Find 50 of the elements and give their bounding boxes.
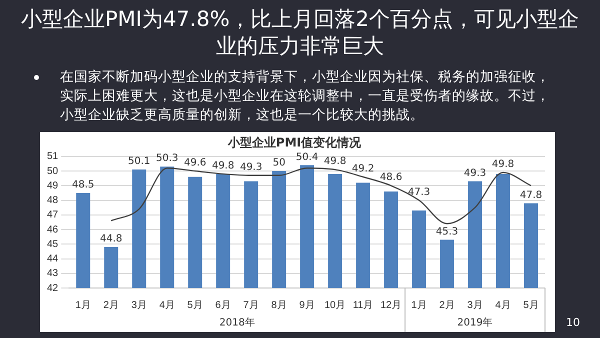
y-tick-label: 43 — [47, 268, 59, 280]
y-tick-label: 48 — [47, 195, 59, 206]
data-label: 50.1 — [128, 156, 150, 168]
x-tick-label: 9月 — [299, 300, 315, 311]
x-tick-label: 5月 — [187, 300, 203, 311]
data-label: 48.6 — [380, 172, 402, 184]
text: 2019年 — [457, 316, 493, 329]
x-tick-label: 6月 — [215, 300, 231, 311]
x-tick-label: 12月 — [380, 300, 402, 311]
data-label: 49.3 — [464, 168, 486, 179]
x-tick-label: 2月 — [439, 300, 455, 311]
x-tick-label: 3月 — [131, 300, 147, 311]
data-label: 49.2 — [352, 163, 374, 174]
x-tick-label: 10月 — [324, 300, 346, 311]
text: 2018年 — [219, 316, 255, 329]
x-tick-label: 11月 — [352, 300, 374, 311]
y-tick-label: 47 — [47, 210, 59, 221]
y-tick-label: 49 — [47, 180, 59, 192]
y-tick-label: 45 — [47, 238, 59, 250]
data-label: 49.3 — [240, 162, 262, 174]
x-tick-label: 8月 — [271, 300, 287, 311]
x-tick-label: 5月 — [523, 300, 539, 311]
data-label: 50 — [272, 158, 286, 169]
data-label: 48.5 — [72, 180, 94, 191]
x-tick-label: 4月 — [495, 300, 511, 311]
y-tick-label: 46 — [47, 224, 59, 236]
x-tick-label: 1月 — [75, 300, 91, 311]
text: 小型企业PMI为47.8%，比上月回落2个百分点，可见小型企业的压力非常巨大 — [20, 6, 580, 60]
data-label: 49.8 — [212, 160, 234, 172]
x-tick-label: 1月 — [411, 300, 427, 311]
data-label: 49.6 — [184, 158, 206, 169]
text: 10 — [566, 316, 580, 329]
data-label: 47.8 — [520, 190, 542, 201]
x-tick-label: 7月 — [243, 300, 259, 311]
x-tick-label: 4月 — [159, 300, 175, 311]
y-tick-label: 51 — [47, 151, 59, 162]
y-tick-label: 44 — [47, 254, 59, 265]
text: 在国家不断加码小型企业的支持背景下，小型企业因为社保、税务的加强征收，实际上困难更大，这也是小型企业在这轮调整中，一直是受伤者的缘故。不过，小型企业缺乏更高质量的创新，这也是一个比较大的挑战。 — [60, 68, 551, 125]
data-label: 50.4 — [296, 152, 318, 163]
x-tick-label: 2月 — [103, 300, 119, 311]
x-tick-label: 3月 — [467, 300, 483, 311]
y-tick-label: 42 — [47, 282, 59, 294]
data-label: 45.3 — [436, 226, 458, 238]
y-tick-label: 50 — [47, 166, 59, 177]
data-label: 49.8 — [492, 159, 514, 170]
data-label: 49.8 — [324, 156, 346, 168]
data-label: 50.3 — [156, 153, 178, 164]
data-label: 47.3 — [408, 186, 430, 198]
data-label: 44.8 — [100, 234, 122, 245]
chart-title: 小型企业PMI值变化情况 — [226, 135, 362, 150]
